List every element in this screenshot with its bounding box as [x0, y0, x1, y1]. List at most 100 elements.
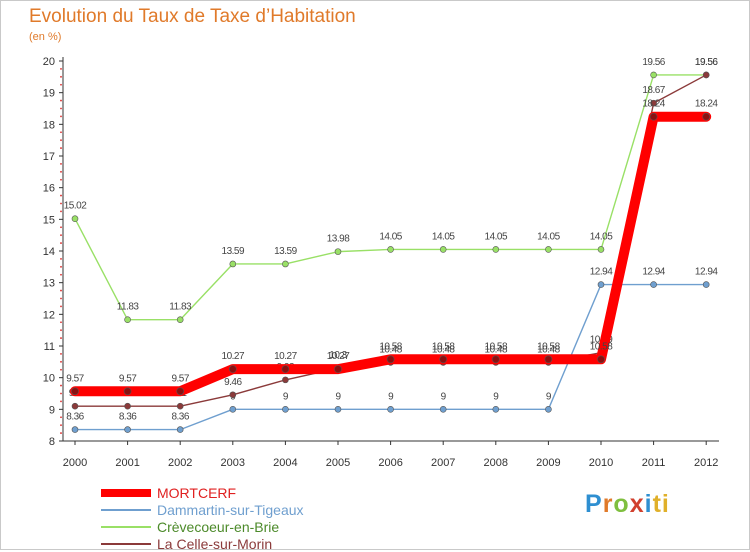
data-point	[650, 99, 657, 107]
x-tick-label: 2003	[221, 457, 245, 469]
x-tick-label: 2001	[115, 457, 139, 469]
y-minor-tick	[60, 147, 62, 149]
legend-label: Dammartin-sur-Tigeaux	[157, 502, 304, 518]
data-label: 14.05	[590, 231, 613, 242]
y-minor-tick	[60, 305, 62, 308]
data-label: 19.56	[695, 57, 718, 68]
data-label: 10.3	[329, 350, 347, 361]
y-minor-tick	[60, 329, 62, 332]
data-label: 8.36	[66, 412, 84, 423]
data-label: 10.58	[537, 341, 560, 352]
data-label: 9.57	[171, 373, 189, 384]
data-point	[282, 406, 289, 413]
y-minor-tick	[60, 368, 62, 371]
y-minor-tick	[60, 321, 62, 324]
data-label: 10.58	[590, 341, 613, 352]
data-point	[439, 355, 448, 364]
y-minor-tick	[60, 400, 62, 403]
data-point	[492, 246, 500, 253]
data-label: 10.48	[379, 344, 402, 355]
y-minor-tick	[60, 273, 62, 276]
data-point	[334, 365, 342, 373]
legend-swatch	[101, 489, 151, 497]
data-point	[439, 406, 447, 413]
data-label: 8.36	[119, 412, 137, 423]
y-minor-tick	[60, 75, 62, 78]
legend-label: MORTCERF	[157, 485, 237, 501]
data-point	[387, 406, 394, 413]
data-label: 10.27	[274, 351, 297, 362]
data-label: 12.94	[695, 267, 718, 278]
unit-label: (en %)	[29, 31, 62, 43]
y-tick-label: 15	[43, 214, 55, 226]
data-label: 8.36	[171, 412, 189, 423]
data-point	[71, 402, 79, 410]
data-point	[544, 355, 553, 364]
y-minor-tick	[60, 234, 62, 237]
data-point	[229, 406, 237, 413]
data-label: 10.27	[327, 351, 350, 362]
data-point	[702, 71, 710, 79]
series-line-cr-vecoeur-en-brie	[74, 74, 707, 321]
y-tick-label: 8	[49, 436, 55, 448]
data-point	[702, 281, 710, 288]
y-minor-tick	[60, 163, 62, 165]
data-label: 9	[388, 391, 394, 402]
data-point	[491, 355, 500, 364]
data-label: 14.05	[432, 231, 455, 242]
data-label: 15.02	[64, 201, 87, 212]
y-minor-tick	[60, 265, 62, 268]
data-point	[123, 387, 132, 396]
y-minor-tick	[60, 416, 62, 419]
y-minor-tick	[60, 194, 62, 197]
data-point	[229, 260, 237, 268]
legend-swatch	[101, 509, 151, 511]
y-minor-tick	[60, 337, 62, 339]
data-label: 9.57	[66, 373, 84, 384]
x-tick-label: 2000	[63, 457, 87, 469]
data-label: 11.83	[117, 302, 140, 313]
data-point	[176, 387, 184, 396]
y-minor-tick	[60, 353, 62, 355]
data-point	[597, 281, 605, 288]
y-tick-label: 20	[43, 56, 55, 68]
legend-item: Dammartin-sur-Tigeaux	[101, 502, 401, 518]
data-label: 18.67	[642, 85, 665, 96]
y-minor-tick	[60, 432, 62, 434]
data-point	[597, 355, 605, 364]
data-label: 12.94	[642, 267, 665, 278]
legend-swatch	[101, 526, 151, 528]
data-label: 14.05	[379, 231, 402, 242]
data-label: 10.48	[432, 344, 455, 355]
y-tick-label: 17	[43, 151, 55, 163]
data-point	[649, 112, 658, 121]
data-label: 10.58	[432, 341, 455, 352]
brand-logo: Proxiti	[585, 490, 670, 518]
data-label: 13.98	[327, 234, 350, 245]
x-tick-label: 2012	[694, 457, 718, 469]
data-label: 9	[546, 391, 552, 402]
data-label: 9.57	[119, 373, 137, 384]
y-tick-label: 11	[44, 341, 55, 353]
chart-title: Evolution du Taux de Taxe d’Habitation	[29, 6, 356, 27]
data-label: 10.48	[537, 344, 560, 355]
y-tick-label: 13	[43, 278, 55, 290]
data-label: 10.58	[379, 341, 402, 352]
y-minor-tick	[60, 99, 62, 102]
y-minor-tick	[60, 178, 62, 181]
y-minor-tick	[60, 297, 62, 300]
data-point	[650, 71, 657, 79]
y-minor-tick	[60, 210, 62, 213]
y-minor-tick	[60, 131, 62, 134]
data-point	[282, 376, 289, 384]
data-label: 19.56	[695, 57, 718, 68]
data-label: 18.24	[695, 99, 718, 110]
data-label: 14.05	[485, 231, 508, 242]
data-label: 9	[335, 391, 341, 402]
x-tick-label: 2007	[431, 457, 455, 469]
y-minor-tick	[60, 289, 62, 292]
data-point	[282, 260, 289, 268]
data-point	[124, 426, 131, 433]
data-label: 13.59	[274, 246, 297, 257]
y-minor-tick	[60, 392, 62, 395]
